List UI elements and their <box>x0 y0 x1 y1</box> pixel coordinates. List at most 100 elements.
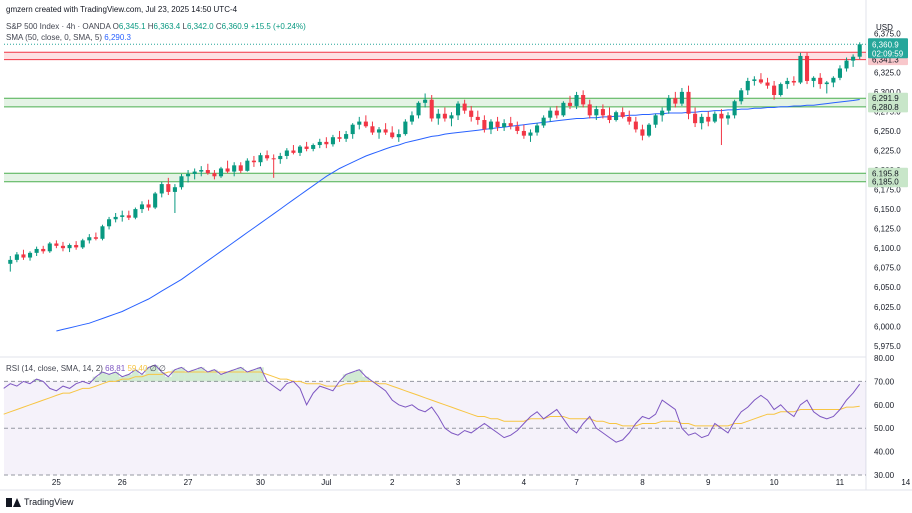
candle-body[interactable] <box>74 245 79 248</box>
candle-body[interactable] <box>772 85 777 96</box>
candle-body[interactable] <box>186 173 191 177</box>
candle-body[interactable] <box>508 123 513 127</box>
candle-body[interactable] <box>515 126 520 131</box>
candle-body[interactable] <box>811 77 816 81</box>
candle-body[interactable] <box>67 245 72 249</box>
candle-body[interactable] <box>212 173 217 177</box>
candle-body[interactable] <box>857 44 862 57</box>
candle-body[interactable] <box>278 155 283 160</box>
candle-body[interactable] <box>752 79 757 81</box>
candle-body[interactable] <box>14 254 19 260</box>
candle-body[interactable] <box>488 121 494 130</box>
candle-body[interactable] <box>837 68 842 78</box>
candle-body[interactable] <box>686 91 691 114</box>
candle-body[interactable] <box>673 98 678 104</box>
candle-body[interactable] <box>139 204 145 210</box>
candle-body[interactable] <box>791 80 796 83</box>
candle-body[interactable] <box>93 237 98 239</box>
candle-body[interactable] <box>804 55 810 81</box>
candle-body[interactable] <box>120 215 125 217</box>
candle-body[interactable] <box>225 168 230 172</box>
candle-body[interactable] <box>758 79 763 83</box>
candle-body[interactable] <box>778 84 783 96</box>
candle-body[interactable] <box>8 259 13 264</box>
candle-body[interactable] <box>719 113 724 119</box>
candle-body[interactable] <box>785 80 790 85</box>
candle-body[interactable] <box>824 82 829 85</box>
candle-body[interactable] <box>600 109 605 116</box>
candle-body[interactable] <box>574 95 579 106</box>
candle-body[interactable] <box>475 116 480 121</box>
candle-body[interactable] <box>666 98 671 111</box>
candle-body[interactable] <box>60 245 66 249</box>
candle-body[interactable] <box>113 216 118 220</box>
candle-body[interactable] <box>844 60 849 69</box>
candle-body[interactable] <box>28 252 33 258</box>
candle-body[interactable] <box>330 137 335 145</box>
candle-body[interactable] <box>47 243 52 252</box>
candle-body[interactable] <box>614 112 619 121</box>
candle-body[interactable] <box>587 104 592 116</box>
candle-body[interactable] <box>304 146 309 149</box>
candle-body[interactable] <box>449 115 454 119</box>
candle-body[interactable] <box>238 165 243 171</box>
candle-body[interactable] <box>153 193 158 208</box>
candle-body[interactable] <box>469 110 474 117</box>
candle-body[interactable] <box>126 215 131 218</box>
candle-body[interactable] <box>725 115 731 119</box>
candle-body[interactable] <box>423 99 428 103</box>
candle-body[interactable] <box>745 80 750 91</box>
candle-body[interactable] <box>370 126 375 133</box>
sma-legend[interactable]: SMA (50, close, 0, SMA, 5) 6,290.3 <box>6 33 131 42</box>
candle-body[interactable] <box>706 116 711 122</box>
candle-body[interactable] <box>258 155 263 163</box>
candle-body[interactable] <box>87 237 92 241</box>
candle-body[interactable] <box>317 141 322 146</box>
candle-body[interactable] <box>311 145 316 149</box>
candle-body[interactable] <box>660 110 665 116</box>
candle-body[interactable] <box>442 113 447 119</box>
candle-body[interactable] <box>337 137 342 139</box>
candle-body[interactable] <box>693 113 698 124</box>
candle-body[interactable] <box>218 168 224 177</box>
candle-body[interactable] <box>363 121 368 127</box>
candle-body[interactable] <box>192 171 197 174</box>
candle-body[interactable] <box>851 56 856 61</box>
candle-body[interactable] <box>416 102 421 116</box>
candle-body[interactable] <box>54 243 59 246</box>
candle-body[interactable] <box>357 121 362 125</box>
candle-body[interactable] <box>271 158 276 160</box>
candle-body[interactable] <box>679 91 684 104</box>
candle-body[interactable] <box>541 117 546 126</box>
candle-body[interactable] <box>179 176 184 188</box>
candle-body[interactable] <box>199 170 204 172</box>
candle-body[interactable] <box>620 112 625 117</box>
candle-body[interactable] <box>581 95 586 105</box>
candle-body[interactable] <box>409 115 414 122</box>
candle-body[interactable] <box>594 109 599 116</box>
candle-body[interactable] <box>607 115 612 121</box>
candle-body[interactable] <box>344 134 349 139</box>
candle-body[interactable] <box>284 150 289 156</box>
candle-body[interactable] <box>627 116 632 122</box>
candle-body[interactable] <box>34 248 39 253</box>
candle-body[interactable] <box>251 160 256 163</box>
candle-body[interactable] <box>653 115 658 125</box>
candle-body[interactable] <box>567 102 573 106</box>
candle-body[interactable] <box>528 132 533 136</box>
candle-body[interactable] <box>383 129 388 133</box>
candle-body[interactable] <box>376 129 382 133</box>
candle-body[interactable] <box>502 123 507 128</box>
candle-body[interactable] <box>80 240 85 248</box>
candle-body[interactable] <box>265 155 270 159</box>
candle-body[interactable] <box>245 160 250 171</box>
symbol-legend[interactable]: S&P 500 Index · 4h · OANDA O6,345.1 H6,3… <box>6 22 306 31</box>
candle-body[interactable] <box>521 130 526 136</box>
candle-body[interactable] <box>633 121 638 130</box>
candle-body[interactable] <box>462 103 467 111</box>
candle-body[interactable] <box>166 184 171 192</box>
candle-body[interactable] <box>548 110 553 118</box>
candle-body[interactable] <box>535 125 540 133</box>
candle-body[interactable] <box>798 55 803 83</box>
candle-body[interactable] <box>324 141 329 145</box>
